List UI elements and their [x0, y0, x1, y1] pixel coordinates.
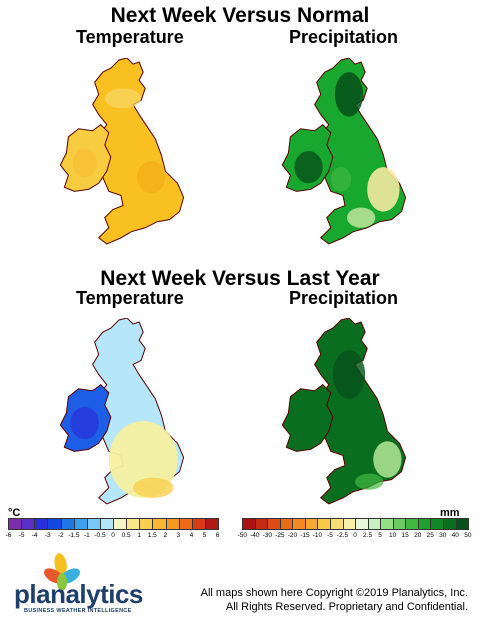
planalytics-logo-text: planalytics: [14, 579, 143, 609]
temperature-legend-tick-label: -6: [5, 532, 12, 539]
precipitation-legend-tick-label: 50: [464, 532, 472, 539]
precipitation-legend-tick-label: -40: [250, 532, 260, 539]
precipitation-legend-swatch: [355, 518, 369, 530]
planalytics-logo-tagline: BUSINESS WEATHER INTELLIGENCE: [24, 608, 132, 614]
precipitation-legend-tick-label: -10: [312, 532, 323, 539]
temperature-legend-bar: [8, 518, 219, 530]
precipitation-legend-tick-label: 15: [401, 532, 409, 539]
temperature-legend-swatch: [113, 518, 128, 530]
temperature-legend-tick-label: 6: [215, 532, 220, 539]
temperature-legend-tick-label: 0: [111, 532, 115, 539]
precipitation-legend-tick-label: 10: [389, 532, 397, 539]
temperature-legend-ticks: -6 -5 -4 -3 -2 -1.5 -1 -0.5 0 0.5 1 1.5 2 3 4 5 6: [2, 532, 224, 539]
temperature-legend-swatch: [21, 518, 36, 530]
temperature-legend-swatch: [126, 518, 141, 530]
temperature-legend-tick-label: 2: [163, 532, 168, 539]
precipitation-legend-swatch: [304, 518, 319, 530]
temperature-legend-tick-label: -1: [84, 532, 90, 539]
temperature-legend-swatch: [99, 518, 114, 530]
copyright-line-1: All maps shown here Copyright ©2019 Plan…: [200, 587, 468, 599]
map-precipitation-vs-last-year: [281, 318, 407, 505]
temperature-legend-tick-label: -4: [31, 532, 38, 539]
map-temperature-vs-normal: [59, 58, 185, 245]
top-section-title: Next Week Versus Normal: [110, 4, 370, 27]
precipitation-legend-tick-label: -50: [237, 532, 247, 539]
map-precipitation-vs-normal: [281, 58, 407, 245]
temperature-legend-tick-label: -0.5: [94, 532, 106, 539]
planalytics-logo-mark: [40, 552, 84, 592]
precipitation-legend-swatch: [329, 518, 344, 530]
precipitation-legend-swatch: [342, 518, 357, 530]
precipitation-legend-unit: mm: [440, 507, 460, 519]
temperature-legend-tick-label: -3: [44, 532, 51, 539]
precipitation-legend-swatch: [367, 518, 382, 530]
temperature-legend-swatch: [47, 518, 62, 530]
temperature-legend-swatch: [165, 518, 180, 530]
temperature-legend-swatch: [8, 518, 23, 530]
precipitation-legend-swatch: [417, 518, 432, 530]
precipitation-legend-tick-label: 25: [426, 532, 434, 539]
temperature-legend-tick-label: -1.5: [68, 532, 80, 539]
temperature-legend-tick-label: -5: [18, 532, 25, 539]
precipitation-legend-tick-label: -20: [287, 532, 298, 539]
precipitation-legend-tick-label: 0: [353, 532, 357, 539]
precipitation-legend-tick-label: 5: [378, 532, 382, 539]
temperature-legend-swatch: [86, 518, 101, 530]
temperature-legend-swatch: [191, 518, 206, 530]
copyright-notice: All maps shown here Copyright ©2019 Plan…: [168, 586, 468, 614]
precipitation-legend-swatch: [455, 518, 470, 530]
temperature-legend-swatch: [152, 518, 167, 530]
precipitation-legend-swatch: [292, 518, 306, 530]
bottom-precipitation-label: Precipitation: [289, 288, 399, 308]
bottom-section-title: Next Week Versus Last Year: [100, 267, 380, 290]
precipitation-legend-tick-label: -15: [300, 532, 310, 539]
temperature-legend-swatch: [34, 518, 49, 530]
temperature-legend-tick-label: 1.5: [147, 532, 157, 539]
temperature-legend-tick-label: 5: [202, 532, 207, 539]
temperature-legend-tick-label: 4: [189, 532, 194, 539]
temperature-legend-tick-label: -2: [57, 532, 64, 539]
precipitation-legend-swatch: [380, 518, 394, 530]
precipitation-legend-tick-label: -2.5: [336, 532, 349, 539]
precipitation-legend-swatch: [254, 518, 269, 530]
precipitation-legend-tick-label: 40: [451, 532, 459, 539]
precipitation-legend-ticks: -50 -40 -30 -25 -20 -15 -10 -5 -2.5 0 2.5 5 10 15 20 25…: [236, 532, 474, 539]
precipitation-legend-swatch: [279, 518, 294, 530]
temperature-legend-unit: °C: [8, 507, 21, 519]
precipitation-legend-tick-label: -25: [275, 532, 285, 539]
copyright-line-2: All Rights Reserved. Proprietary and Con…: [225, 601, 468, 613]
temperature-legend-swatch: [139, 518, 154, 530]
temperature-legend-tick-label: 3: [176, 532, 181, 539]
temperature-legend-swatch: [204, 518, 219, 530]
precipitation-legend-swatch: [392, 518, 407, 530]
precipitation-legend-swatch: [242, 518, 256, 530]
temperature-legend-swatch: [178, 518, 193, 530]
temperature-legend-swatch: [60, 518, 75, 530]
precipitation-legend-tick-label: 20: [414, 532, 422, 539]
precipitation-legend-swatch: [317, 518, 331, 530]
precipitation-legend-bar: [242, 518, 470, 530]
top-temperature-label: Temperature: [76, 27, 184, 47]
map-temperature-vs-last-year: [59, 318, 185, 505]
precipitation-legend-swatch: [267, 518, 281, 530]
precipitation-legend-tick-label: 2.5: [363, 532, 373, 539]
bottom-temperature-label: Temperature: [76, 288, 184, 308]
temperature-legend-tick-label: 1: [137, 532, 141, 539]
precipitation-legend-swatch: [443, 518, 457, 530]
top-precipitation-label: Precipitation: [289, 27, 399, 47]
precipitation-legend-swatch: [405, 518, 419, 530]
precipitation-legend-swatch: [430, 518, 444, 530]
precipitation-legend-tick-label: -5: [327, 532, 333, 539]
precipitation-legend-tick-label: -30: [262, 532, 273, 539]
temperature-legend-tick-label: 0.5: [121, 532, 131, 539]
temperature-legend-swatch: [73, 518, 88, 530]
precipitation-legend-tick-label: 30: [439, 532, 447, 539]
